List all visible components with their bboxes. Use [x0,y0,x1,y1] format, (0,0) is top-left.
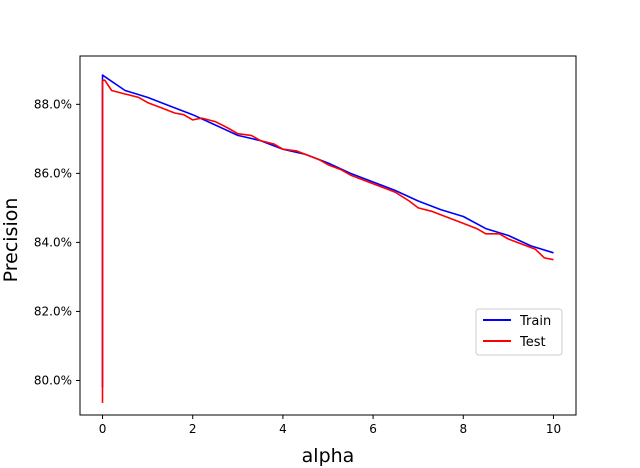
y-tick-label: 86.0% [34,166,72,180]
plot-area [101,74,554,403]
legend: Train Test [475,308,563,356]
x-tick-label: 10 [546,422,561,436]
x-tick-label: 0 [99,422,107,436]
x-tick-label: 2 [189,422,197,436]
legend-label-train: Train [519,314,551,329]
series-line-test [101,79,554,403]
y-tick-label: 88.0% [34,97,72,111]
y-tick-label: 84.0% [34,235,72,249]
x-tick-label: 6 [369,422,377,436]
x-tick-label: 8 [459,422,467,436]
x-axis-label: alpha [302,445,355,467]
axes-frame [79,55,577,416]
y-tick-label: 80.0% [34,373,72,387]
y-tick-label: 82.0% [34,304,72,318]
x-axis: 0 2 4 6 8 10 [99,415,561,436]
legend-label-test: Test [519,335,546,350]
y-axis: 80.0% 82.0% 84.0% 86.0% 88.0% [34,97,80,387]
y-axis-label: Precision [0,198,22,283]
x-tick-label: 4 [279,422,287,436]
